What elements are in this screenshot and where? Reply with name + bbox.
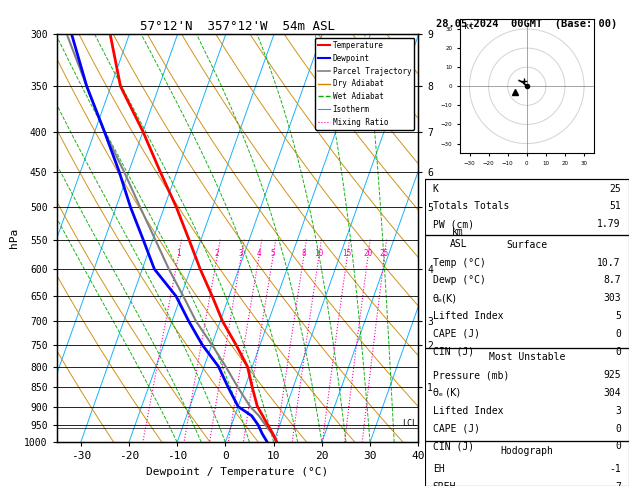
Text: CIN (J): CIN (J)	[433, 347, 474, 357]
Text: PW (cm): PW (cm)	[433, 219, 474, 229]
Y-axis label: hPa: hPa	[9, 228, 18, 248]
Text: 1.79: 1.79	[598, 219, 621, 229]
Text: 0: 0	[615, 441, 621, 451]
Text: CAPE (J): CAPE (J)	[433, 329, 480, 339]
Text: Most Unstable: Most Unstable	[489, 352, 565, 363]
Text: 10: 10	[314, 248, 323, 258]
X-axis label: Dewpoint / Temperature (°C): Dewpoint / Temperature (°C)	[147, 467, 328, 477]
Text: 25: 25	[380, 248, 389, 258]
Text: Surface: Surface	[506, 240, 547, 250]
Text: Dewp (°C): Dewp (°C)	[433, 276, 486, 285]
Text: 0: 0	[615, 329, 621, 339]
Text: 20: 20	[363, 248, 372, 258]
Text: Hodograph: Hodograph	[500, 446, 554, 456]
Text: SREH: SREH	[433, 482, 456, 486]
Text: 8.7: 8.7	[603, 276, 621, 285]
Text: EH: EH	[433, 464, 445, 474]
Text: 15: 15	[342, 248, 352, 258]
Text: -1: -1	[609, 464, 621, 474]
Text: 5: 5	[270, 248, 275, 258]
Text: 1: 1	[175, 248, 181, 258]
Text: 5: 5	[615, 311, 621, 321]
Text: 303: 303	[603, 293, 621, 303]
Text: Lifted Index: Lifted Index	[433, 311, 503, 321]
Title: 57°12'N  357°12'W  54m ASL: 57°12'N 357°12'W 54m ASL	[140, 20, 335, 33]
Text: LCL: LCL	[402, 419, 417, 429]
Text: 3: 3	[239, 248, 243, 258]
Text: 925: 925	[603, 370, 621, 380]
Text: 28.05.2024  00GMT  (Base: 00): 28.05.2024 00GMT (Base: 00)	[436, 19, 618, 29]
Text: θₑ (K): θₑ (K)	[433, 388, 460, 398]
Text: 304: 304	[603, 388, 621, 398]
Text: 3: 3	[615, 406, 621, 416]
Text: CIN (J): CIN (J)	[433, 441, 474, 451]
Text: 10.7: 10.7	[598, 258, 621, 268]
Text: kt: kt	[464, 22, 474, 31]
Text: 0: 0	[615, 424, 621, 434]
Text: 2: 2	[214, 248, 220, 258]
Text: 25: 25	[609, 184, 621, 193]
Y-axis label: km
ASL: km ASL	[449, 227, 467, 249]
Text: 4: 4	[257, 248, 261, 258]
Text: 51: 51	[609, 201, 621, 211]
Text: Totals Totals: Totals Totals	[433, 201, 509, 211]
Text: θₑ(K): θₑ(K)	[433, 293, 457, 303]
Text: Lifted Index: Lifted Index	[433, 406, 503, 416]
Text: CAPE (J): CAPE (J)	[433, 424, 480, 434]
Text: Temp (°C): Temp (°C)	[433, 258, 486, 268]
Text: Pressure (mb): Pressure (mb)	[433, 370, 509, 380]
Text: K: K	[433, 184, 438, 193]
Legend: Temperature, Dewpoint, Parcel Trajectory, Dry Adiabat, Wet Adiabat, Isotherm, Mi: Temperature, Dewpoint, Parcel Trajectory…	[315, 38, 415, 130]
Text: 0: 0	[615, 347, 621, 357]
Text: 8: 8	[301, 248, 306, 258]
Text: 7: 7	[615, 482, 621, 486]
